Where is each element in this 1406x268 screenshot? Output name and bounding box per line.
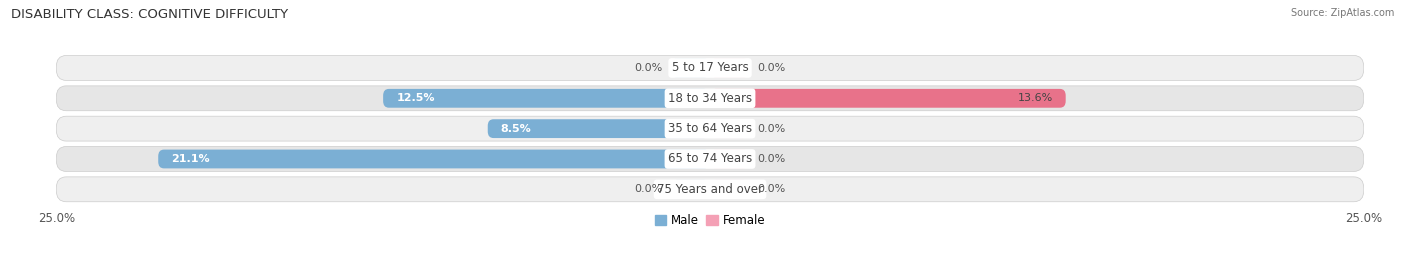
FancyBboxPatch shape bbox=[56, 55, 1364, 80]
Text: 0.0%: 0.0% bbox=[756, 63, 786, 73]
Text: 12.5%: 12.5% bbox=[396, 93, 434, 103]
Text: 5 to 17 Years: 5 to 17 Years bbox=[672, 61, 748, 75]
Text: 65 to 74 Years: 65 to 74 Years bbox=[668, 152, 752, 165]
FancyBboxPatch shape bbox=[56, 116, 1364, 141]
FancyBboxPatch shape bbox=[710, 58, 749, 77]
Text: 0.0%: 0.0% bbox=[756, 124, 786, 134]
Text: 35 to 64 Years: 35 to 64 Years bbox=[668, 122, 752, 135]
Text: 8.5%: 8.5% bbox=[501, 124, 531, 134]
Text: 0.0%: 0.0% bbox=[756, 154, 786, 164]
Text: 0.0%: 0.0% bbox=[634, 63, 664, 73]
Text: 18 to 34 Years: 18 to 34 Years bbox=[668, 92, 752, 105]
FancyBboxPatch shape bbox=[56, 147, 1364, 172]
Text: Source: ZipAtlas.com: Source: ZipAtlas.com bbox=[1291, 8, 1395, 18]
Text: 21.1%: 21.1% bbox=[172, 154, 209, 164]
Text: 75 Years and over: 75 Years and over bbox=[657, 183, 763, 196]
FancyBboxPatch shape bbox=[671, 58, 710, 77]
Legend: Male, Female: Male, Female bbox=[650, 210, 770, 232]
FancyBboxPatch shape bbox=[56, 86, 1364, 111]
FancyBboxPatch shape bbox=[710, 150, 749, 168]
Text: 0.0%: 0.0% bbox=[756, 184, 786, 194]
FancyBboxPatch shape bbox=[710, 89, 1066, 108]
FancyBboxPatch shape bbox=[710, 119, 749, 138]
FancyBboxPatch shape bbox=[488, 119, 710, 138]
Text: 13.6%: 13.6% bbox=[1018, 93, 1053, 103]
FancyBboxPatch shape bbox=[710, 180, 749, 199]
Text: 0.0%: 0.0% bbox=[634, 184, 664, 194]
FancyBboxPatch shape bbox=[56, 177, 1364, 202]
FancyBboxPatch shape bbox=[159, 150, 710, 168]
FancyBboxPatch shape bbox=[382, 89, 710, 108]
Text: DISABILITY CLASS: COGNITIVE DIFFICULTY: DISABILITY CLASS: COGNITIVE DIFFICULTY bbox=[11, 8, 288, 21]
FancyBboxPatch shape bbox=[671, 180, 710, 199]
